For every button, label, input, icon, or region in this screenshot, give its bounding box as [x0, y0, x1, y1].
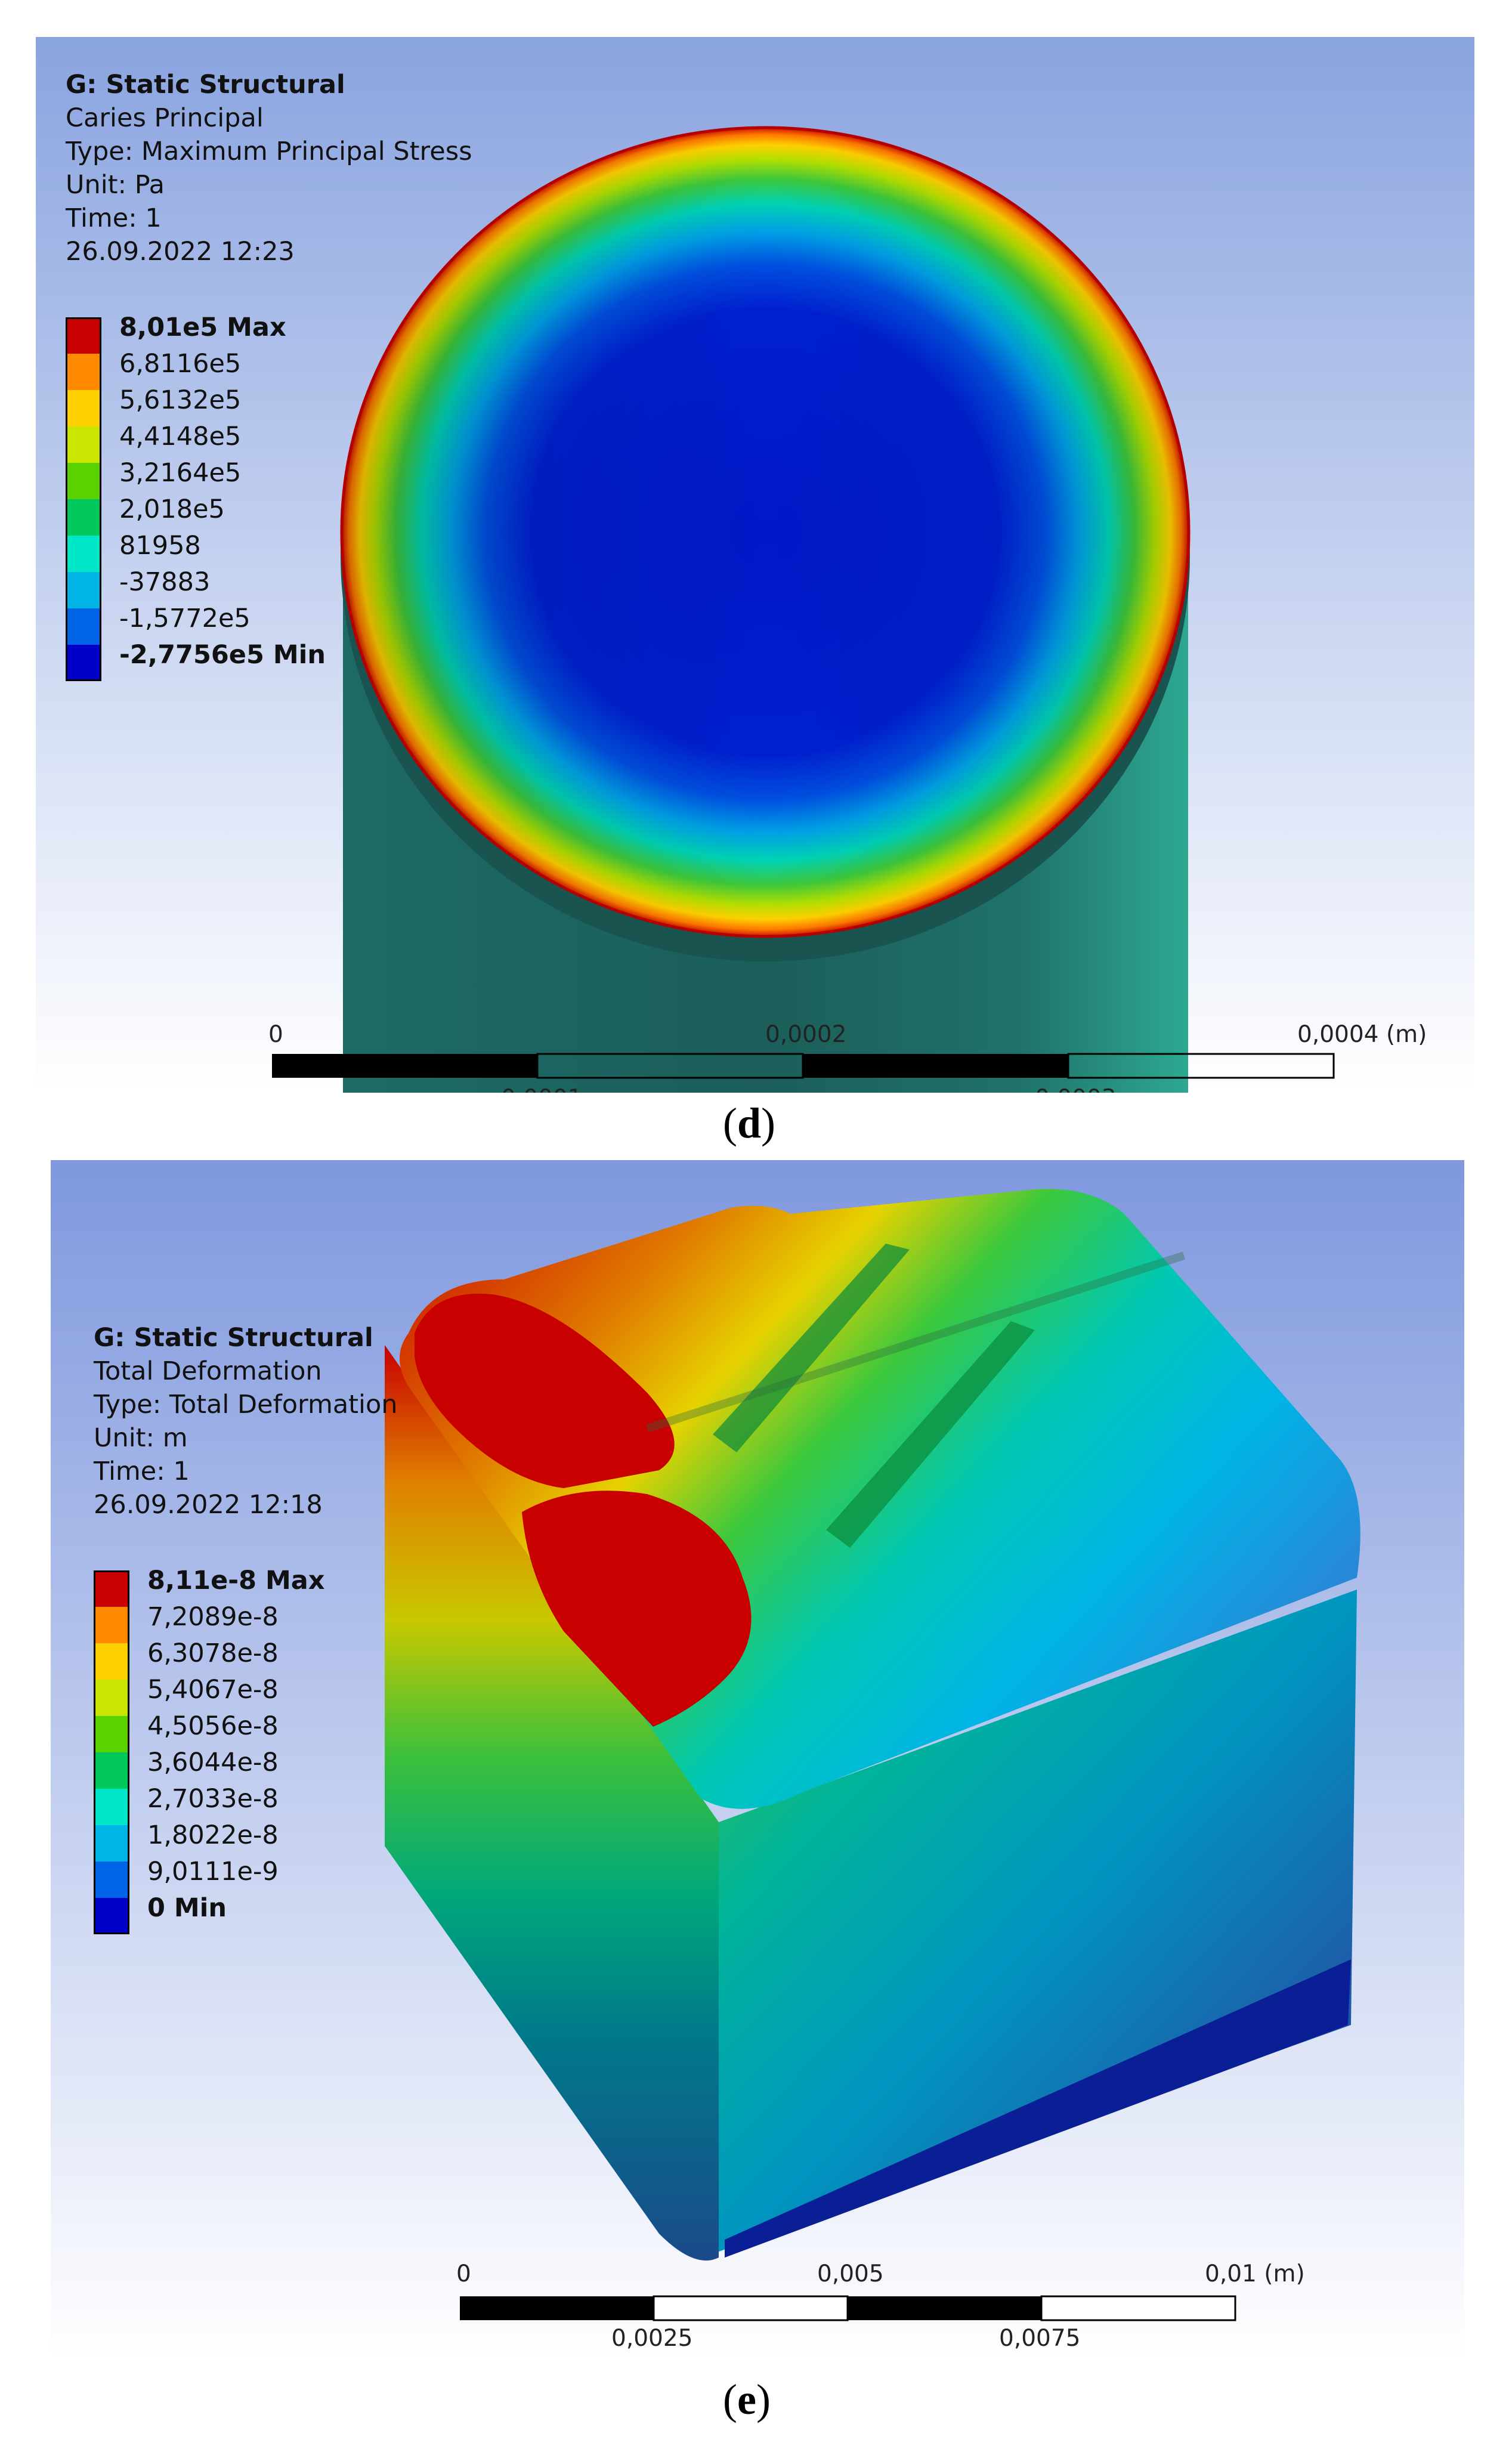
legend-swatch: [66, 572, 101, 608]
legend-swatch: [94, 1643, 129, 1680]
legend-label: 3,2164e5: [119, 458, 242, 488]
result-type: Type: Total Deformation: [94, 1390, 398, 1420]
legend-label: 2,018e5: [119, 494, 225, 524]
result-type: Type: Maximum Principal Stress: [66, 137, 472, 166]
legend-label: 8,11e-8 Max: [147, 1566, 325, 1595]
result-name: Caries Principal: [66, 103, 264, 133]
panel-e-scale-bar: 0 0,005 0,01 (m) 0,0025 0,0075: [456, 2228, 1440, 2352]
legend-swatch: [66, 463, 101, 499]
result-date: 26.09.2022 12:18: [94, 1490, 323, 1520]
result-time: Time: 1: [94, 1457, 190, 1486]
legend-label: 9,0111e-9: [147, 1857, 279, 1887]
legend-label: 0 Min: [147, 1893, 227, 1923]
legend-swatch: [66, 645, 101, 681]
scale-bar-graphic: [272, 1053, 1335, 1079]
scale-label-q3: 0,0075: [999, 2325, 1081, 2352]
legend-label: 1,8022e-8: [147, 1820, 279, 1850]
panel-e-info: G: Static Structural Total Deformation T…: [94, 1321, 398, 1522]
legend-swatch: [94, 1862, 129, 1898]
legend-label: 8,01e5 Max: [119, 313, 286, 342]
panel-d-legend: 8,01e5 Max 6,8116e5 5,6132e5 4,4148e5 3,2164…: [66, 313, 423, 687]
scale-label-mid: 0,0002: [765, 1021, 847, 1048]
legend-swatch: [66, 354, 101, 390]
panel-d: G: Static Structural Caries Principal Ty…: [36, 37, 1474, 1093]
scale-label-0: 0: [268, 1021, 283, 1048]
result-title: G: Static Structural: [94, 1323, 373, 1353]
legend-label: 6,8116e5: [119, 349, 242, 379]
legend-swatch: [66, 499, 101, 536]
scale-label-q3: 0,0003: [1035, 1085, 1116, 1093]
legend-swatch: [94, 1825, 129, 1862]
legend-frame: [94, 1570, 129, 1934]
scale-label-end: 0,01 (m): [1205, 2261, 1305, 2287]
legend-label: -2,7756e5 Min: [119, 640, 326, 670]
panel-d-info: G: Static Structural Caries Principal Ty…: [66, 68, 472, 268]
legend-swatch: [66, 426, 101, 463]
legend-swatch: [94, 1716, 129, 1752]
result-time: Time: 1: [66, 203, 162, 233]
legend-swatch: [66, 390, 101, 426]
result-name: Total Deformation: [94, 1356, 322, 1386]
panel-e: G: Static Structural Total Deformation T…: [51, 1160, 1464, 2359]
legend-swatch: [66, 608, 101, 645]
legend-label: 5,6132e5: [119, 385, 242, 415]
legend-swatch: [94, 1898, 129, 1934]
panel-e-legend: 8,11e-8 Max 7,2089e-8 6,3078e-8 5,4067e-8 4,…: [94, 1566, 452, 1940]
caption-d: (d): [723, 1099, 776, 1147]
legend-swatch: [94, 1752, 129, 1789]
legend-label: 3,6044e-8: [147, 1748, 279, 1777]
panel-e-render: [51, 1160, 1464, 2359]
result-unit: Unit: m: [94, 1423, 188, 1453]
legend-frame: [66, 317, 101, 681]
scale-label-q1: 0,0025: [611, 2325, 693, 2352]
scale-bar-graphic: [460, 2295, 1236, 2321]
legend-swatch: [94, 1680, 129, 1716]
panel-d-render: [36, 37, 1474, 1093]
scale-label-0: 0: [456, 2261, 471, 2287]
panel-d-scale-bar: 0 0,0002 0,0004 (m) 0,0001 0,0003: [268, 976, 1427, 1093]
legend-label: -37883: [119, 567, 211, 597]
legend-swatch: [94, 1570, 129, 1607]
caption-e: (e): [723, 2376, 771, 2423]
legend-label: 4,4148e5: [119, 422, 242, 452]
legend-swatch: [94, 1789, 129, 1825]
legend-label: 7,2089e-8: [147, 1602, 279, 1632]
legend-swatch: [66, 536, 101, 572]
scale-label-end: 0,0004 (m): [1297, 1021, 1427, 1048]
legend-label: 81958: [119, 531, 201, 561]
legend-label: 4,5056e-8: [147, 1711, 279, 1741]
scale-label-q1: 0,0001: [501, 1085, 582, 1093]
legend-swatch: [66, 317, 101, 354]
legend-label: 2,7033e-8: [147, 1784, 279, 1814]
scale-label-mid: 0,005: [817, 2261, 884, 2287]
legend-swatch: [94, 1607, 129, 1643]
result-date: 26.09.2022 12:23: [66, 237, 295, 267]
result-unit: Unit: Pa: [66, 170, 165, 200]
legend-label: 6,3078e-8: [147, 1638, 279, 1668]
result-title: G: Static Structural: [66, 70, 345, 100]
legend-label: -1,5772e5: [119, 604, 251, 633]
legend-label: 5,4067e-8: [147, 1675, 279, 1705]
